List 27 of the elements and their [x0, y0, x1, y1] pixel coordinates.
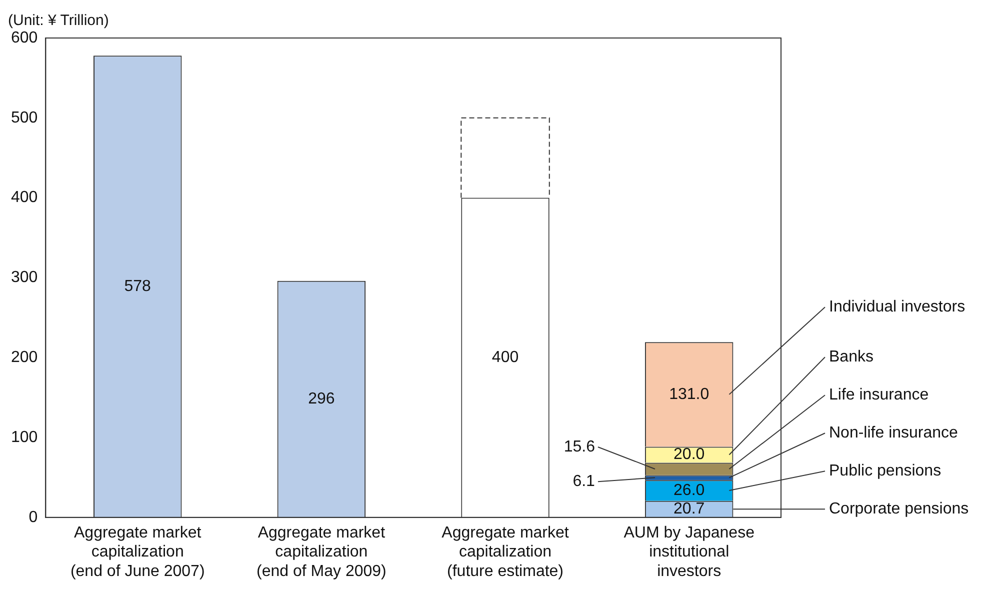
text: Non-life insurance	[829, 424, 958, 442]
y-tick-label: 500	[10, 109, 38, 126]
y-tick-label: 300	[10, 269, 38, 286]
data-label: 6.1	[572, 473, 596, 490]
data-label: 20.0	[674, 446, 705, 464]
text: Life insurance	[829, 386, 929, 404]
y-tick-label: 100	[10, 428, 38, 446]
data-label: 131.0	[669, 386, 710, 403]
data-label: 578	[124, 278, 152, 295]
data-label: 296	[308, 390, 335, 408]
text: Public pensions	[829, 462, 942, 480]
x-tick-label: Aggregate market capitalization (end of June 2007)	[70, 524, 205, 580]
text: Individual investors	[829, 298, 966, 316]
x-tick-label: Aggregate market capitalization (future estimate)	[442, 524, 570, 580]
y-axis-title: (Unit: ¥ Trillion)	[8, 12, 109, 30]
x-tick-label: AUM by Japanese institutional investors	[624, 524, 755, 580]
data-label: 400	[492, 349, 519, 366]
y-tick-label: 600	[10, 29, 38, 46]
y-tick-label: 200	[10, 349, 38, 366]
data-label: 20.7	[674, 500, 705, 518]
y-tick-label: 0	[28, 508, 38, 526]
text: Banks	[829, 348, 874, 366]
x-tick-label: Aggregate market capitalization (end of May 2009)	[256, 524, 386, 580]
y-tick-label: 400	[10, 189, 38, 206]
data-label: 26.0	[674, 482, 705, 499]
data-label: 15.6	[564, 438, 596, 456]
text: Corporate pensions	[829, 500, 969, 518]
